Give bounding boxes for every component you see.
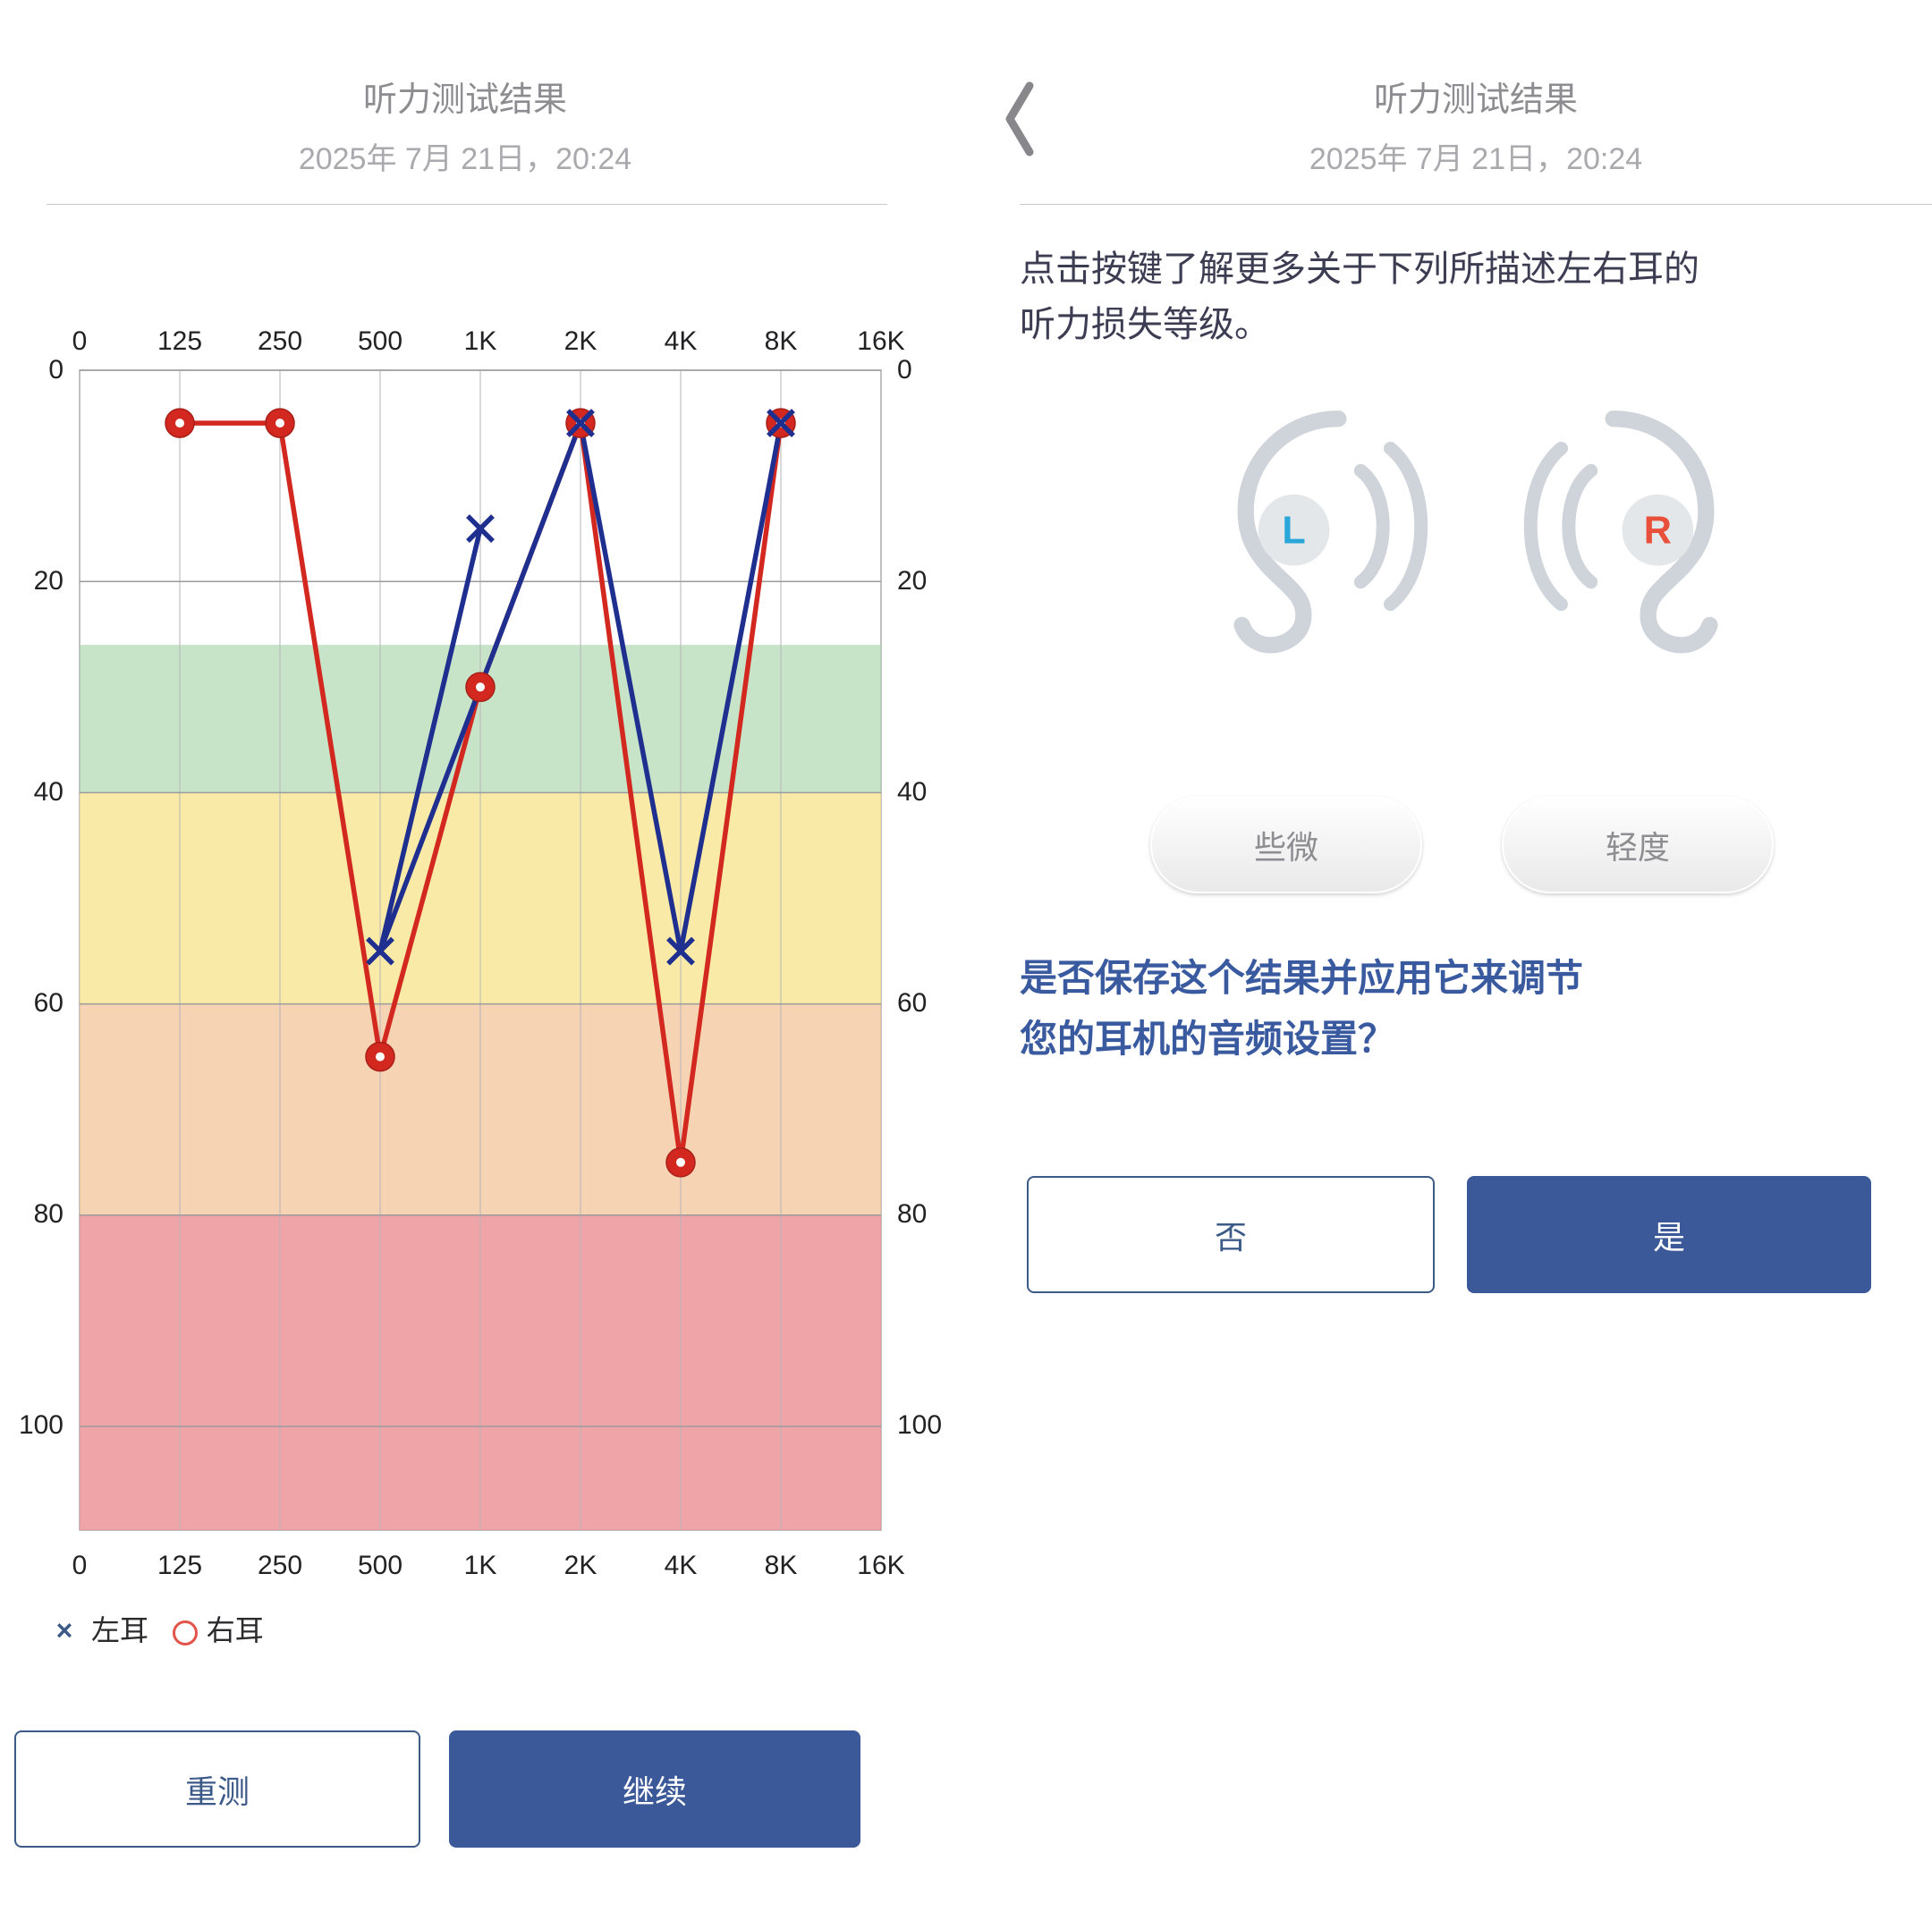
svg-text:20: 20 [897, 566, 927, 596]
svg-text:1K: 1K [464, 1551, 497, 1580]
svg-text:L: L [1282, 510, 1305, 553]
svg-text:8K: 8K [765, 326, 798, 356]
svg-text:80: 80 [897, 1199, 927, 1229]
svg-text:100: 100 [19, 1410, 64, 1440]
svg-text:250: 250 [258, 326, 302, 356]
svg-text:60: 60 [34, 988, 64, 1018]
svg-text:125: 125 [157, 1551, 202, 1580]
svg-text:40: 40 [34, 777, 64, 807]
svg-text:500: 500 [358, 326, 402, 356]
svg-text:0: 0 [897, 355, 912, 385]
svg-text:16K: 16K [857, 1551, 904, 1580]
svg-text:2K: 2K [564, 1551, 597, 1580]
svg-text:100: 100 [897, 1410, 942, 1440]
svg-text:500: 500 [358, 1551, 402, 1580]
svg-text:1K: 1K [464, 326, 497, 356]
svg-text:60: 60 [897, 988, 927, 1018]
svg-text:125: 125 [157, 326, 202, 356]
svg-text:80: 80 [34, 1199, 64, 1229]
svg-text:20: 20 [34, 566, 64, 596]
svg-text:250: 250 [258, 1551, 302, 1580]
svg-text:2K: 2K [564, 326, 597, 356]
svg-text:16K: 16K [857, 326, 904, 356]
svg-text:0: 0 [72, 1551, 88, 1580]
svg-text:4K: 4K [665, 326, 698, 356]
svg-text:R: R [1644, 510, 1672, 553]
svg-text:40: 40 [897, 777, 927, 807]
svg-text:0: 0 [48, 355, 64, 385]
svg-text:0: 0 [72, 326, 88, 356]
svg-text:4K: 4K [665, 1551, 698, 1580]
svg-text:8K: 8K [765, 1551, 798, 1580]
